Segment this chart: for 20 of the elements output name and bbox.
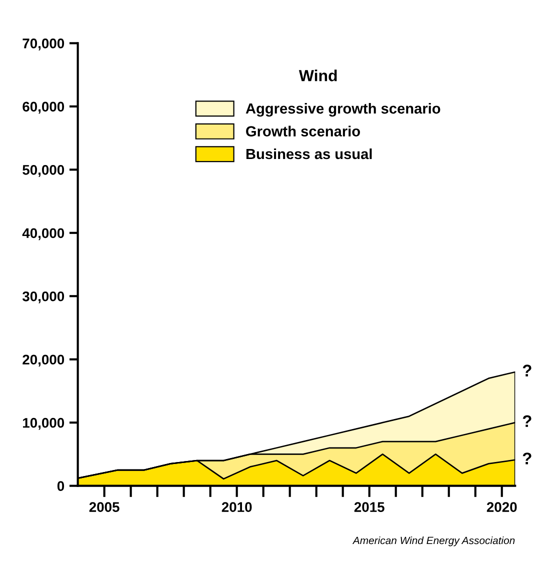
text: ? xyxy=(522,415,532,427)
y-tick-label: 40,000 xyxy=(22,228,64,240)
text: ? xyxy=(522,452,532,464)
x-tick-label: 2015 xyxy=(354,502,384,512)
legend-label: Aggressive growth scenario xyxy=(246,102,440,117)
legend-label: Business as usual xyxy=(246,148,372,160)
y-tick-label: 60,000 xyxy=(22,102,64,114)
legend-title: Wind xyxy=(298,70,337,82)
text: ? xyxy=(522,364,532,376)
y-tick-label: 10,000 xyxy=(23,418,64,430)
x-tick-label: 2010 xyxy=(222,502,252,512)
y-tick-label: 30,000 xyxy=(22,291,64,304)
y-tick-label: 50,000 xyxy=(22,164,64,177)
x-tick-label: 2020 xyxy=(486,502,517,512)
text: American Wind Energy Association xyxy=(352,536,515,546)
y-tick-label: 0 xyxy=(57,481,64,491)
y-tick-label: 70,000 xyxy=(22,38,64,50)
y-tick-label: 20,000 xyxy=(22,354,64,367)
x-tick-label: 2005 xyxy=(89,502,120,512)
legend-label: Growth scenario xyxy=(246,126,360,136)
